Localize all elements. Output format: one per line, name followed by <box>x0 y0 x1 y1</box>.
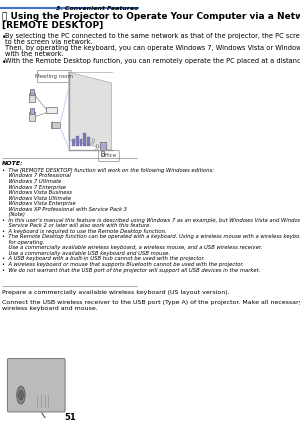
Text: to the screen via network.: to the screen via network. <box>5 39 93 45</box>
Text: Service Pack 2 or later will also work with this feature.: Service Pack 2 or later will also work w… <box>2 223 151 228</box>
Circle shape <box>19 390 23 400</box>
Text: •  We do not warrant that the USB port of the projector will support all USB dev: • We do not warrant that the USB port of… <box>2 267 261 272</box>
Text: •  In this user’s manual this feature is described using Windows 7 as an example: • In this user’s manual this feature is … <box>2 218 300 223</box>
Text: Use a commercially available USB keyboard and USB mouse.: Use a commercially available USB keyboar… <box>2 251 170 256</box>
Text: Windows 7 Professional: Windows 7 Professional <box>2 173 71 179</box>
Text: wireless keyboard and mouse.: wireless keyboard and mouse. <box>2 306 98 311</box>
Bar <box>83 133 86 146</box>
Text: •  The [REMOTE DESKTOP] function will work on the following Windows editions:: • The [REMOTE DESKTOP] function will wor… <box>2 168 214 173</box>
Bar <box>51 121 60 129</box>
Text: Meeting room: Meeting room <box>35 74 74 79</box>
Ellipse shape <box>52 422 58 423</box>
Text: 3. Convenient Features: 3. Convenient Features <box>56 6 138 11</box>
Text: By selecting the PC connected to the same network as that of the projector, the : By selecting the PC connected to the sam… <box>5 33 300 38</box>
Text: Office: Office <box>101 153 117 158</box>
Text: )): )) <box>94 144 100 151</box>
Text: [REMOTE DESKTOP]: [REMOTE DESKTOP] <box>2 21 104 30</box>
Text: Windows Vista Enterprise: Windows Vista Enterprise <box>2 201 76 206</box>
Bar <box>30 89 34 95</box>
Text: •  A wireless keyboard or mouse that supports Bluetooth cannot be used with the : • A wireless keyboard or mouse that supp… <box>2 262 244 267</box>
Text: •  A USB keyboard with a built-in USB hub cannot be used with the projector.: • A USB keyboard with a built-in USB hub… <box>2 256 205 261</box>
Text: (Note): (Note) <box>2 212 25 217</box>
Text: for operating.: for operating. <box>2 240 45 245</box>
Text: Windows 7 Ultimate: Windows 7 Ultimate <box>2 179 62 184</box>
Text:  Using the Projector to Operate Your Computer via a Network:  Using the Projector to Operate Your Co… <box>2 12 300 21</box>
Bar <box>80 139 82 146</box>
FancyBboxPatch shape <box>98 151 119 162</box>
Text: Windows 7 Enterprise: Windows 7 Enterprise <box>2 184 66 190</box>
Text: •: • <box>2 33 7 41</box>
Bar <box>29 112 35 121</box>
Text: Windows Vista Business: Windows Vista Business <box>2 190 72 195</box>
Bar <box>76 136 79 146</box>
Text: )): )) <box>90 137 96 143</box>
FancyBboxPatch shape <box>8 359 65 412</box>
Bar <box>29 93 35 102</box>
Bar <box>87 137 90 146</box>
Text: Connect the USB wireless receiver to the USB port (Type A) of the projector. Mak: Connect the USB wireless receiver to the… <box>2 300 300 305</box>
Text: 51: 51 <box>64 413 76 422</box>
Text: Then, by operating the keyboard, you can operate Windows 7, Windows Vista or Win: Then, by operating the keyboard, you can… <box>5 45 300 51</box>
Bar <box>46 107 57 113</box>
Bar <box>100 142 106 150</box>
Bar <box>30 108 34 114</box>
Text: With the Remote Desktop function, you can remotely operate the PC placed at a di: With the Remote Desktop function, you ca… <box>5 58 300 64</box>
Text: with the network.: with the network. <box>5 51 64 58</box>
Text: Windows Vista Ultimate: Windows Vista Ultimate <box>2 195 71 201</box>
Bar <box>72 140 75 146</box>
Text: Use a commercially available wireless keyboard, a wireless mouse, and a USB wire: Use a commercially available wireless ke… <box>2 245 262 250</box>
Text: NOTE:: NOTE: <box>2 161 24 166</box>
Polygon shape <box>69 72 112 150</box>
Text: •  A keyboard is required to use the Remote Desktop function.: • A keyboard is required to use the Remo… <box>2 229 167 234</box>
Text: Prepare a commercially available wireless keyboard (US layout version).: Prepare a commercially available wireles… <box>2 291 230 295</box>
Text: •  The Remote Desktop function can be operated with a keyboard. Using a wireless: • The Remote Desktop function can be ope… <box>2 234 300 239</box>
Circle shape <box>17 386 25 404</box>
Bar <box>101 151 104 156</box>
FancyBboxPatch shape <box>38 71 71 82</box>
Text: Windows XP Professional with Service Pack 3: Windows XP Professional with Service Pac… <box>2 207 127 212</box>
Text: •: • <box>2 58 7 67</box>
